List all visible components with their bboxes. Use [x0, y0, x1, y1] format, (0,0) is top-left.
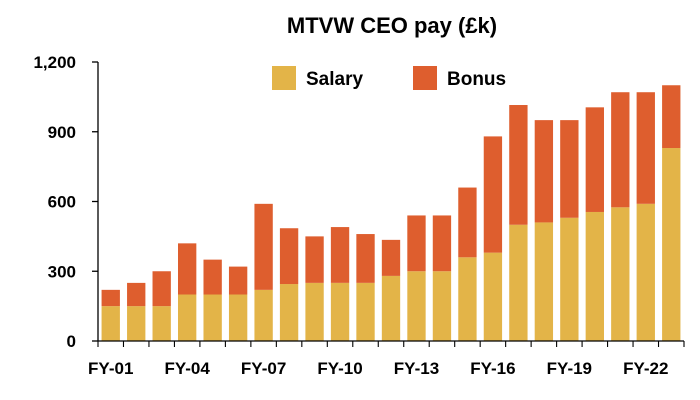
bar-salary-fy-08: [279, 284, 299, 341]
bars: [101, 85, 681, 342]
bar-bonus-fy-14: [432, 215, 452, 272]
bar-bonus-fy-13: [407, 215, 426, 272]
bar-bonus-fy-20: [585, 107, 604, 212]
bar-salary-fy-09: [305, 282, 324, 342]
legend-label-bonus: Bonus: [447, 69, 506, 90]
bar-salary-fy-15: [458, 257, 477, 341]
x-tick-label: FY-04: [164, 359, 210, 378]
bar-salary-fy-22: [636, 203, 655, 341]
bar-salary-fy-19: [560, 217, 579, 341]
bar-bonus-fy-16: [483, 136, 503, 253]
y-tick-label: 1,200: [33, 53, 76, 72]
bar-bonus-fy-11: [356, 234, 375, 283]
bar-salary-fy-13: [407, 271, 426, 341]
x-tick-label: FY-19: [547, 359, 592, 378]
bar-salary-fy-02: [127, 306, 146, 342]
x-tick-label: FY-13: [394, 359, 439, 378]
y-tick-label: 300: [48, 262, 76, 281]
y-tick-label: 900: [48, 123, 76, 142]
y-tick-label: 600: [48, 193, 76, 212]
x-tick-label: FY-01: [88, 359, 133, 378]
bar-bonus-fy-19: [560, 120, 579, 218]
bar-bonus-fy-06: [228, 266, 248, 295]
bar-bonus-fy-22: [636, 92, 655, 204]
x-tick-label: FY-07: [241, 359, 286, 378]
bar-salary-fy-04: [178, 294, 197, 341]
x-axis: FY-01 FY-04 FY-07 FY-10 FY-13 FY-16 FY-19 FY-22: [88, 340, 685, 378]
legend-swatch-bonus: [413, 66, 437, 90]
bar-bonus-fy-03: [152, 271, 171, 307]
bar-bonus-fy-09: [305, 236, 324, 283]
bar-salary-fy-03: [152, 306, 171, 342]
bar-salary-fy-06: [228, 294, 248, 341]
chart-title: MTVW CEO pay (£k): [287, 13, 497, 38]
bar-salary-fy-14: [432, 271, 452, 341]
legend-label-salary: Salary: [306, 69, 363, 90]
bar-bonus-fy-02: [127, 282, 146, 307]
legend-swatch-salary: [272, 66, 296, 90]
x-tick-label: FY-22: [623, 359, 668, 378]
bar-salary-fy-16: [483, 252, 503, 341]
bar-salary-fy-01: [101, 306, 120, 342]
bar-bonus-fy-12: [381, 239, 401, 276]
bar-salary-fy-05: [203, 294, 222, 341]
y-tick-label: 0: [67, 332, 76, 351]
bar-bonus-fy-08: [279, 228, 299, 285]
bar-salary-fy-17: [509, 224, 528, 341]
bar-salary-fy-23: [662, 148, 681, 341]
bar-bonus-fy-10: [330, 227, 350, 283]
bar-bonus-fy-01: [101, 289, 120, 307]
bar-salary-fy-07: [254, 289, 273, 341]
bar-bonus-fy-05: [203, 259, 222, 295]
bar-salary-fy-12: [381, 275, 401, 341]
y-axis: 0 300 600 900 1,200: [33, 53, 99, 351]
bar-salary-fy-21: [611, 207, 630, 341]
bar-bonus-fy-21: [611, 92, 630, 208]
bar-bonus-fy-17: [509, 105, 528, 225]
bar-salary-fy-20: [585, 211, 604, 341]
x-tick-label: FY-10: [317, 359, 362, 378]
bar-bonus-fy-07: [254, 203, 273, 290]
bar-bonus-fy-04: [178, 243, 197, 295]
bar-bonus-fy-23: [662, 85, 681, 149]
legend: Salary Bonus: [272, 66, 506, 90]
bar-bonus-fy-15: [458, 187, 477, 258]
bar-salary-fy-11: [356, 282, 375, 342]
bar-salary-fy-10: [330, 282, 350, 342]
bar-salary-fy-18: [534, 222, 554, 341]
bar-bonus-fy-18: [534, 120, 554, 223]
x-tick-label: FY-16: [470, 359, 515, 378]
